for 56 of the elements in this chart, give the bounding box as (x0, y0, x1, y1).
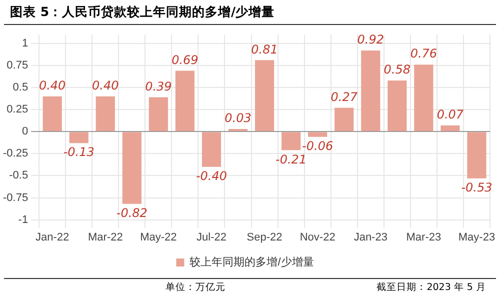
bar (282, 132, 301, 150)
x-tick-label: Mar-23 (406, 231, 442, 244)
x-tick-label: Mar-22 (88, 231, 123, 244)
text: 0.39 (145, 79, 172, 94)
legend-label: 较上年同期的多增/少增量 (190, 256, 314, 269)
text: 截至日期：2023 年 5 月 (376, 281, 486, 294)
bar (308, 132, 328, 137)
bar (334, 108, 354, 132)
text: 0.92 (357, 32, 384, 47)
y-tick-label: 0.75 (6, 60, 28, 72)
text: 0.69 (172, 52, 198, 67)
bar (148, 97, 168, 132)
text: 0.07 (436, 108, 464, 122)
text: 0.76 (410, 46, 438, 61)
y-tick-label: 0.25 (6, 104, 28, 116)
y-tick-label: 0 (22, 126, 28, 138)
x-tick-label: Sep-22 (246, 231, 282, 244)
text: -0.40 (196, 169, 228, 184)
x-tick-label: Jul-22 (196, 231, 226, 244)
text: -0.06 (302, 139, 334, 154)
chart-title: 图表 5：人民币贷款较上年同期的多增/少增量 (4, 0, 496, 25)
y-tick-label: 1 (22, 37, 28, 50)
bar (228, 128, 248, 132)
x-tick-label: May-23 (458, 231, 496, 244)
text: 单位：万亿元 (165, 281, 226, 294)
text: 0.58 (384, 62, 411, 77)
y-tick-label: -0.75 (2, 192, 28, 204)
x-tick-label: Jan-23 (354, 231, 388, 244)
bar (96, 96, 115, 132)
bar (122, 132, 142, 204)
bar (42, 96, 62, 132)
bar (440, 125, 460, 132)
y-tick-label: 0.5 (12, 82, 28, 94)
text: -0.82 (116, 206, 148, 220)
text: 0.40 (92, 78, 119, 92)
bar (467, 132, 486, 178)
y-tick-label: -0.5 (9, 170, 28, 182)
bar (254, 60, 274, 132)
text: -0.13 (63, 145, 94, 160)
bar (388, 80, 407, 132)
x-tick-label: May-22 (140, 231, 177, 244)
text: 0.27 (330, 90, 358, 104)
x-tick-label: Nov-22 (300, 231, 336, 244)
bar (414, 64, 434, 132)
y-tick-label: -1 (18, 214, 28, 226)
text: -0.53 (461, 180, 492, 194)
bar (202, 132, 222, 167)
x-tick-label: Jan-22 (36, 231, 70, 244)
bar (361, 50, 380, 132)
bar (69, 132, 88, 144)
bar (175, 70, 195, 132)
text: -0.21 (276, 152, 307, 166)
text: 0.03 (224, 111, 252, 126)
text: 0.40 (38, 78, 66, 92)
text: 0.81 (251, 42, 278, 56)
y-tick-label: -0.25 (2, 148, 28, 160)
